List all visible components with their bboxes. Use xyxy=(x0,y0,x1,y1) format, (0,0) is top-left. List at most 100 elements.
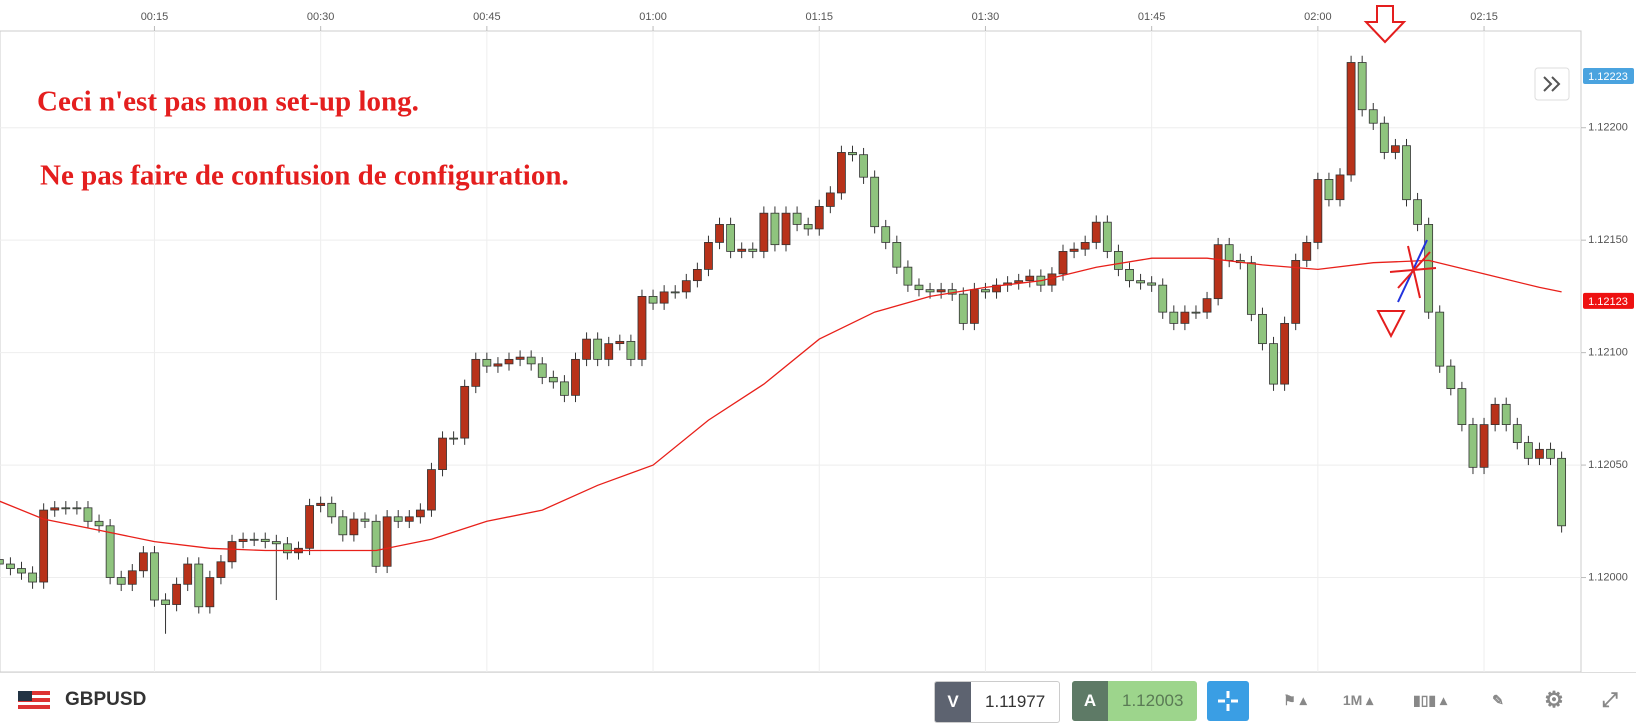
candle-body xyxy=(1158,284,1168,313)
buy-price: 1.12003 xyxy=(1122,691,1184,710)
x-tick-label: 00:45 xyxy=(473,11,501,23)
candle-body xyxy=(560,381,569,396)
flag-icon xyxy=(18,691,50,709)
candle-body xyxy=(1258,313,1267,345)
candle-body xyxy=(1357,62,1367,111)
candle-body xyxy=(1324,179,1334,201)
candle-body xyxy=(283,543,292,554)
sell-button[interactable]: V 1.11977 xyxy=(934,681,1061,723)
candle-body xyxy=(969,289,979,324)
candle-body xyxy=(1280,322,1290,385)
fullscreen[interactable]: ⤢ xyxy=(1602,688,1618,711)
candle-body xyxy=(1557,457,1567,527)
candle-body xyxy=(0,559,4,565)
buy-button[interactable]: A 1.12003 xyxy=(1072,681,1198,721)
candle-body xyxy=(327,502,337,518)
y-tick-label: 1.12150 xyxy=(1588,234,1628,246)
candle-body xyxy=(1346,62,1356,176)
candle-body xyxy=(39,509,49,583)
candle-body xyxy=(360,518,370,522)
candle-body xyxy=(1457,388,1467,425)
candle-body xyxy=(515,356,525,360)
candle-body xyxy=(958,293,968,324)
candle-body xyxy=(83,507,93,522)
candle-body xyxy=(50,507,60,511)
candle-body xyxy=(881,226,891,243)
toolbar: GBPUSD V 1.11977 A 1.12003 ⚑ ▴ 1M ▴ ▮▯▮ … xyxy=(0,672,1636,727)
x-tick-label: 00:30 xyxy=(307,11,335,23)
candle-body xyxy=(892,242,902,268)
x-tick-label: 00:15 xyxy=(141,11,169,23)
candle-body xyxy=(371,520,381,567)
plot-area xyxy=(0,30,1582,673)
candle-body xyxy=(715,224,724,243)
candle-body xyxy=(504,358,514,365)
candle-body xyxy=(770,212,780,246)
candle-body xyxy=(438,437,447,470)
candle-body xyxy=(382,516,392,567)
candle-body xyxy=(194,563,204,608)
collapse-button[interactable] xyxy=(1534,67,1570,101)
price-tag xyxy=(1583,292,1634,309)
candle-body xyxy=(548,376,558,383)
x-tick-label: 01:00 xyxy=(639,11,667,23)
candle-body xyxy=(792,212,802,225)
candle-body xyxy=(870,176,880,228)
candle-body xyxy=(1246,262,1256,315)
candle-body xyxy=(1313,179,1323,243)
timeframe[interactable]: 1M ▴ xyxy=(1342,691,1374,709)
candle-body xyxy=(1435,311,1445,367)
candle-body xyxy=(803,224,813,230)
settings[interactable]: ⚙ xyxy=(1544,687,1564,712)
candle-body xyxy=(704,242,713,270)
sell-label: V xyxy=(935,682,971,722)
candle-body xyxy=(571,358,580,396)
candle-body xyxy=(427,469,436,511)
candle-body xyxy=(1490,403,1500,425)
crosshair-button[interactable] xyxy=(1207,681,1249,721)
candle-body xyxy=(127,570,137,585)
annotation: Ceci n'est pas mon set-up long. xyxy=(37,86,419,118)
candle-body xyxy=(1213,244,1223,300)
candle-body xyxy=(493,363,503,367)
candle-body xyxy=(1047,273,1057,286)
candle-body xyxy=(1512,424,1522,443)
candle-body xyxy=(238,538,248,542)
candle-body xyxy=(626,340,636,360)
candle-body xyxy=(183,563,193,585)
candle-body xyxy=(1501,403,1511,425)
candle-body xyxy=(460,385,470,439)
moving-average xyxy=(0,257,1562,552)
y-tick-label: 1.12050 xyxy=(1588,459,1628,471)
candle-body xyxy=(604,343,614,360)
candle-body xyxy=(338,516,348,536)
candle-body xyxy=(936,289,946,293)
overlay: 1.12223 1.12123 xyxy=(1583,67,1634,309)
indicators[interactable]: ✎ xyxy=(1492,691,1504,708)
candle-body xyxy=(670,291,680,294)
candle-body xyxy=(1379,122,1389,153)
candle-body xyxy=(615,340,625,345)
drawing-tools[interactable]: ⚑ ▴ xyxy=(1283,691,1307,708)
candle-body xyxy=(1302,242,1312,261)
candle-body xyxy=(449,437,459,440)
candle-body xyxy=(1025,275,1035,282)
symbol: GBPUSD xyxy=(65,689,147,710)
candle-body xyxy=(1446,365,1456,390)
candle-body xyxy=(1180,311,1190,324)
candle-body xyxy=(637,295,647,360)
chart-type[interactable]: ▮▯▮ ▴ xyxy=(1412,691,1448,708)
candle-body xyxy=(216,561,226,578)
candle-body xyxy=(925,289,935,293)
candle-body xyxy=(759,212,769,252)
candle-body xyxy=(1291,260,1301,324)
candle-body xyxy=(138,552,148,572)
candle-body xyxy=(1391,145,1400,153)
price-tag-label: 1.12223 xyxy=(1588,71,1628,83)
candle-body xyxy=(781,212,791,246)
candle-body xyxy=(914,284,924,291)
candle-body xyxy=(1102,221,1112,252)
candle-body xyxy=(903,266,913,286)
candle-body xyxy=(692,269,702,282)
